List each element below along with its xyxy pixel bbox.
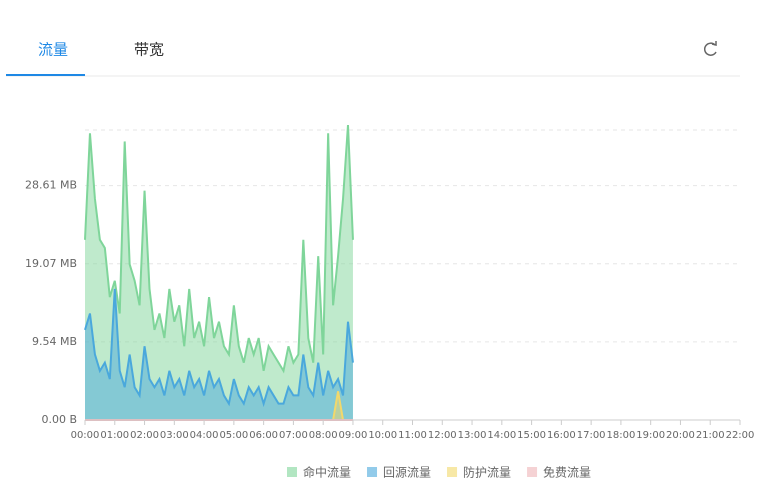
x-tick-label: 01:00	[100, 430, 129, 441]
y-tick-label: 0.00 B	[41, 413, 77, 426]
x-tick-label: 06:00	[249, 430, 278, 441]
x-tick-label: 18:00	[606, 430, 635, 441]
x-tick-label: 21:00	[696, 430, 725, 441]
x-tick-label: 08:00	[309, 430, 338, 441]
x-tick-label: 16:00	[547, 430, 576, 441]
x-tick-label: 22:00	[726, 430, 755, 441]
x-tick-label: 02:00	[130, 430, 159, 441]
x-tick-label: 12:00	[428, 430, 457, 441]
y-tick-label: 9.54 MB	[32, 335, 77, 348]
legend-label: 回源流量	[383, 466, 431, 480]
legend-label: 免费流量	[543, 465, 591, 480]
x-tick-label: 10:00	[368, 430, 397, 441]
refresh-icon[interactable]	[703, 42, 717, 56]
x-tick-label: 09:00	[339, 430, 368, 441]
tab-indicator	[6, 74, 85, 76]
line	[84, 125, 354, 374]
x-tick-label: 00:00	[71, 430, 100, 441]
y-tick-label: 28.61 MB	[25, 179, 77, 192]
tab[interactable]: 带宽	[134, 41, 164, 59]
area	[85, 125, 353, 420]
legend-swatch	[367, 467, 378, 477]
legend-swatch	[447, 467, 458, 477]
x-tick-label: 19:00	[636, 430, 665, 441]
refresh-icon-arrow	[711, 41, 717, 46]
x-tick-label: 17:00	[577, 430, 606, 441]
area	[85, 288, 353, 420]
x-tick-label: 20:00	[666, 430, 695, 441]
x-tick-label: 15:00	[517, 430, 546, 441]
x-tick-label: 11:00	[398, 430, 427, 441]
x-tick-label: 03:00	[160, 430, 189, 441]
x-tick-label: 05:00	[219, 430, 248, 441]
x-tick-label: 13:00	[458, 430, 487, 441]
legend-label: 防护流量	[463, 465, 511, 480]
y-tick-label: 19.07 MB	[25, 257, 77, 270]
legend-label: 命中流量	[303, 465, 351, 480]
legend-swatch	[287, 467, 297, 477]
x-tick-label: 04:00	[190, 430, 219, 441]
legend-swatch	[527, 467, 538, 477]
x-tick-label: 14:00	[487, 430, 516, 441]
tab[interactable]: 流量	[38, 41, 68, 59]
line	[84, 288, 354, 408]
x-tick-label: 07:00	[279, 430, 308, 441]
